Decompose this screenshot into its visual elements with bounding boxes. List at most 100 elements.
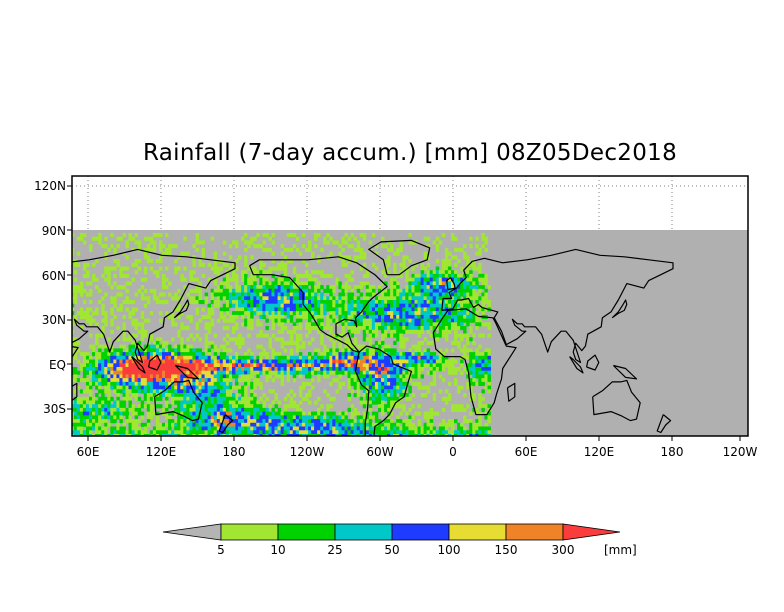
rain-cell — [134, 333, 139, 338]
rain-cell — [247, 240, 251, 245]
rain-cell — [213, 415, 218, 420]
rain-cell — [365, 322, 370, 327]
rain-cell — [478, 415, 482, 420]
rain-cell — [76, 359, 81, 364]
rain-cell — [393, 434, 397, 436]
rain-cell — [414, 430, 418, 435]
rain-cell — [244, 404, 248, 409]
rain-cell — [384, 318, 388, 323]
rain-cell — [378, 367, 382, 372]
rain-cell — [478, 426, 482, 431]
rain-cell — [101, 415, 105, 420]
rain-cell — [140, 337, 145, 342]
rain-cell — [98, 381, 102, 387]
rain-cell — [225, 378, 230, 383]
rain-cell — [204, 374, 209, 379]
rain-cell — [92, 344, 96, 349]
rain-cell — [371, 292, 376, 297]
rain-cell — [381, 281, 385, 286]
rain-cell — [444, 292, 449, 297]
rain-cell — [107, 363, 111, 368]
rain-cell — [98, 374, 102, 379]
rain-cell — [152, 352, 157, 357]
rain-cell — [472, 288, 476, 293]
rain-cell — [286, 355, 291, 360]
rain-cell — [466, 419, 470, 424]
rain-cell — [289, 329, 294, 334]
rain-cell — [356, 393, 361, 398]
rain-cell — [469, 434, 473, 436]
rain-cell — [280, 311, 285, 316]
rain-cell — [469, 311, 473, 316]
rain-cell — [149, 337, 154, 342]
rain-cell — [305, 273, 309, 279]
rain-cell — [420, 285, 425, 290]
rain-cell — [256, 359, 260, 364]
rain-cell — [137, 434, 142, 436]
rain-cell — [259, 288, 263, 293]
rain-cell — [152, 340, 157, 346]
rain-cell — [329, 292, 333, 297]
rain-cell — [283, 419, 288, 424]
rain-cell — [210, 389, 215, 394]
rain-cell — [98, 344, 102, 349]
rain-cell — [211, 438, 214, 442]
rain-cell — [107, 381, 111, 387]
rain-cell — [107, 266, 111, 271]
rain-cell — [110, 363, 114, 368]
rain-cell — [292, 270, 297, 275]
rain-cell — [387, 430, 391, 435]
rain-cell — [256, 307, 260, 312]
rain-cell — [162, 438, 165, 442]
rain-cell — [207, 400, 212, 405]
rain-cell — [432, 273, 437, 279]
rain-cell — [268, 415, 272, 420]
rain-cell — [232, 270, 236, 275]
rain-cell — [219, 344, 224, 349]
rain-cell — [329, 285, 333, 290]
rain-cell — [238, 333, 242, 338]
rain-cell — [405, 322, 409, 327]
rain-cell — [244, 363, 248, 368]
rain-cell — [146, 378, 151, 383]
rain-cell — [134, 326, 139, 331]
rain-cell — [152, 430, 157, 435]
rain-cell — [143, 296, 148, 301]
rain-cell — [344, 314, 348, 320]
rain-cell — [368, 307, 373, 312]
rain-cell — [356, 244, 361, 249]
rain-cell — [134, 411, 139, 416]
rain-cell — [62, 378, 65, 382]
rain-cell — [259, 244, 263, 249]
rain-cell — [292, 266, 297, 271]
rain-cell — [72, 307, 75, 312]
rain-cell — [329, 404, 333, 409]
rain-cell — [277, 292, 282, 297]
rain-cell — [265, 281, 269, 286]
rain-cell — [429, 340, 434, 346]
rain-cell — [146, 396, 151, 401]
rain-cell — [73, 419, 78, 424]
rain-cell — [228, 430, 233, 435]
rain-cell — [271, 419, 275, 424]
rain-cell — [122, 233, 126, 238]
rain-cell — [73, 404, 78, 409]
rain-cell — [235, 296, 239, 301]
rain-cell — [131, 393, 136, 398]
rain-cell — [353, 311, 358, 316]
rain-cell — [332, 359, 336, 364]
rain-cell — [104, 381, 108, 387]
rain-cell — [250, 381, 254, 387]
rain-cell — [390, 438, 393, 442]
rain-cell — [247, 419, 251, 424]
rain-cell — [162, 292, 166, 297]
rain-cell — [320, 426, 324, 431]
rain-cell — [411, 300, 415, 305]
rain-cell — [426, 359, 431, 364]
rain-cell — [454, 378, 458, 383]
rain-cell — [308, 240, 312, 245]
rain-cell — [195, 296, 199, 301]
rain-cell — [149, 381, 154, 387]
rain-cell — [98, 411, 102, 416]
rain-cell — [393, 307, 397, 312]
